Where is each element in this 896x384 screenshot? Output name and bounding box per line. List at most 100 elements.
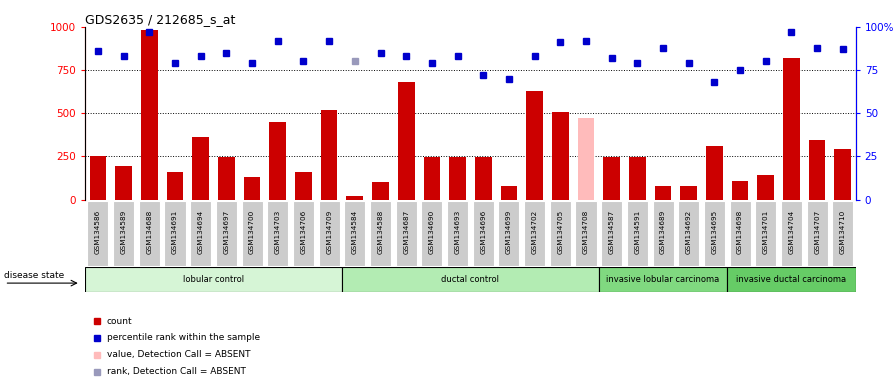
Text: GSM134698: GSM134698 bbox=[737, 210, 743, 254]
Bar bbox=[552, 112, 569, 200]
Bar bbox=[603, 157, 620, 200]
Text: disease state: disease state bbox=[4, 271, 65, 280]
Bar bbox=[167, 172, 184, 200]
Text: GSM134710: GSM134710 bbox=[840, 210, 846, 254]
Bar bbox=[526, 91, 543, 200]
Bar bbox=[190, 201, 211, 266]
Bar bbox=[85, 267, 342, 292]
Text: GSM134703: GSM134703 bbox=[275, 210, 280, 254]
Text: GSM134587: GSM134587 bbox=[608, 210, 615, 254]
Text: GSM134701: GSM134701 bbox=[762, 210, 769, 254]
Bar bbox=[244, 177, 261, 200]
Bar bbox=[293, 201, 314, 266]
Text: GSM134692: GSM134692 bbox=[685, 210, 692, 254]
Text: GSM134707: GSM134707 bbox=[814, 210, 820, 254]
Text: GSM134584: GSM134584 bbox=[352, 210, 358, 254]
Text: invasive ductal carcinoma: invasive ductal carcinoma bbox=[737, 275, 847, 284]
Bar bbox=[295, 172, 312, 200]
Text: GSM134693: GSM134693 bbox=[454, 210, 461, 254]
Bar bbox=[629, 157, 646, 200]
Text: invasive lobular carcinoma: invasive lobular carcinoma bbox=[607, 275, 719, 284]
Bar bbox=[421, 201, 443, 266]
Bar bbox=[806, 201, 828, 266]
Bar bbox=[704, 201, 725, 266]
Bar bbox=[116, 166, 132, 200]
Text: GSM134687: GSM134687 bbox=[403, 210, 409, 254]
Text: count: count bbox=[107, 316, 133, 326]
Text: GSM134688: GSM134688 bbox=[146, 210, 152, 254]
Text: percentile rank within the sample: percentile rank within the sample bbox=[107, 333, 260, 343]
Bar bbox=[652, 201, 674, 266]
Bar bbox=[501, 186, 517, 200]
Bar bbox=[627, 201, 648, 266]
Bar bbox=[728, 267, 856, 292]
Text: GSM134708: GSM134708 bbox=[583, 210, 589, 254]
Text: rank, Detection Call = ABSENT: rank, Detection Call = ABSENT bbox=[107, 367, 246, 376]
Text: GSM134704: GSM134704 bbox=[788, 210, 795, 254]
Text: GSM134591: GSM134591 bbox=[634, 210, 641, 254]
Bar bbox=[755, 201, 776, 266]
Bar bbox=[498, 201, 520, 266]
Bar bbox=[242, 201, 263, 266]
Bar bbox=[165, 201, 185, 266]
Bar bbox=[319, 201, 340, 266]
Bar bbox=[396, 201, 417, 266]
Bar bbox=[781, 201, 802, 266]
Bar bbox=[680, 186, 697, 200]
Bar bbox=[599, 267, 728, 292]
Text: GSM134586: GSM134586 bbox=[95, 210, 101, 254]
Text: GSM134699: GSM134699 bbox=[506, 210, 512, 254]
Bar bbox=[524, 201, 545, 266]
Bar bbox=[706, 146, 723, 200]
Text: GSM134589: GSM134589 bbox=[121, 210, 126, 254]
Text: GSM134696: GSM134696 bbox=[480, 210, 487, 254]
Bar bbox=[550, 201, 571, 266]
Bar bbox=[216, 201, 237, 266]
Bar bbox=[372, 182, 389, 200]
Bar bbox=[90, 156, 107, 200]
Bar bbox=[732, 181, 748, 200]
Bar bbox=[424, 157, 440, 200]
Text: GSM134705: GSM134705 bbox=[557, 210, 564, 254]
Bar bbox=[370, 201, 391, 266]
Text: lobular control: lobular control bbox=[183, 275, 244, 284]
Bar bbox=[113, 201, 134, 266]
Bar bbox=[344, 201, 366, 266]
Bar bbox=[678, 201, 699, 266]
Bar bbox=[578, 118, 594, 200]
Bar bbox=[475, 157, 492, 200]
Text: GSM134690: GSM134690 bbox=[429, 210, 435, 254]
Bar bbox=[342, 267, 599, 292]
Bar bbox=[141, 30, 158, 200]
Bar bbox=[729, 201, 751, 266]
Bar bbox=[757, 175, 774, 200]
Bar bbox=[447, 201, 468, 266]
Text: GSM134697: GSM134697 bbox=[223, 210, 229, 254]
Bar bbox=[88, 201, 108, 266]
Text: value, Detection Call = ABSENT: value, Detection Call = ABSENT bbox=[107, 350, 250, 359]
Bar bbox=[218, 157, 235, 200]
Bar bbox=[601, 201, 622, 266]
Text: GSM134700: GSM134700 bbox=[249, 210, 255, 254]
Bar bbox=[575, 201, 597, 266]
Bar bbox=[398, 82, 415, 200]
Text: GDS2635 / 212685_s_at: GDS2635 / 212685_s_at bbox=[85, 13, 236, 26]
Text: ductal control: ductal control bbox=[442, 275, 499, 284]
Bar bbox=[655, 186, 671, 200]
Text: GSM134694: GSM134694 bbox=[198, 210, 203, 254]
Text: GSM134702: GSM134702 bbox=[531, 210, 538, 254]
Text: GSM134695: GSM134695 bbox=[711, 210, 718, 254]
Text: GSM134691: GSM134691 bbox=[172, 210, 178, 254]
Bar bbox=[449, 157, 466, 200]
Bar bbox=[473, 201, 494, 266]
Bar bbox=[832, 201, 853, 266]
Bar bbox=[139, 201, 159, 266]
Bar bbox=[267, 201, 289, 266]
Bar bbox=[321, 110, 338, 200]
Text: GSM134689: GSM134689 bbox=[660, 210, 666, 254]
Text: GSM134709: GSM134709 bbox=[326, 210, 332, 254]
Text: GSM134706: GSM134706 bbox=[300, 210, 306, 254]
Bar bbox=[834, 149, 851, 200]
Bar bbox=[193, 137, 209, 200]
Bar bbox=[809, 140, 825, 200]
